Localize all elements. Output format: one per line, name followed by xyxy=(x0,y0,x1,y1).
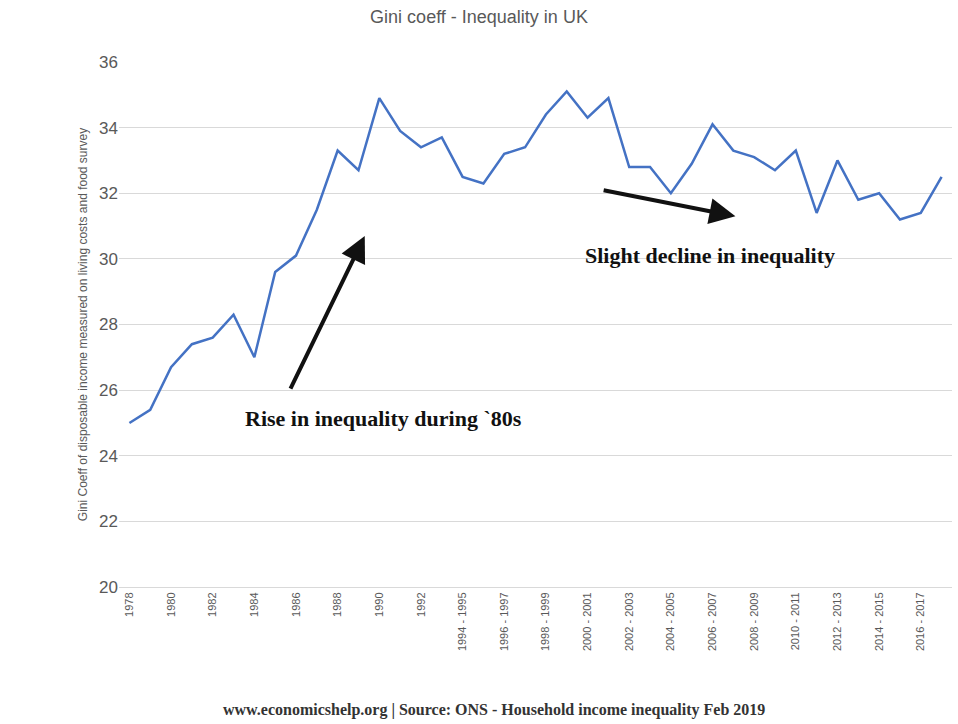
svg-text:1984: 1984 xyxy=(248,592,260,616)
svg-text:2016 - 2017: 2016 - 2017 xyxy=(914,592,926,651)
svg-text:2010 - 2011: 2010 - 2011 xyxy=(789,592,801,650)
svg-text:32: 32 xyxy=(99,184,118,203)
svg-text:2014 - 2015: 2014 - 2015 xyxy=(873,592,885,651)
svg-text:Rise in inequality during `80s: Rise in inequality during `80s xyxy=(245,406,522,431)
svg-text:28: 28 xyxy=(99,315,118,334)
svg-text:Slight decline in inequality: Slight decline in inequality xyxy=(585,243,835,268)
svg-text:Gini Coeff of disposable incom: Gini Coeff of disposable income measured… xyxy=(76,128,90,521)
svg-text:2004 - 2005: 2004 - 2005 xyxy=(664,592,676,651)
svg-text:2000 - 2001: 2000 - 2001 xyxy=(581,592,593,651)
svg-text:30: 30 xyxy=(99,250,118,269)
svg-text:Gini coeff - Inequality in UK: Gini coeff - Inequality in UK xyxy=(370,7,588,27)
svg-text:24: 24 xyxy=(99,447,118,466)
svg-text:2012 - 2013: 2012 - 2013 xyxy=(831,592,843,651)
svg-text:1986: 1986 xyxy=(290,592,302,616)
svg-text:1992: 1992 xyxy=(415,592,427,616)
svg-text:36: 36 xyxy=(99,53,118,72)
svg-text:1994 - 1995: 1994 - 1995 xyxy=(456,592,468,651)
svg-text:1990: 1990 xyxy=(373,592,385,616)
svg-text:2006 - 2007: 2006 - 2007 xyxy=(706,592,718,651)
svg-text:2002 - 2003: 2002 - 2003 xyxy=(623,592,635,651)
svg-text:2008 - 2009: 2008 - 2009 xyxy=(748,592,760,651)
svg-text:34: 34 xyxy=(99,119,118,138)
svg-text:1978: 1978 xyxy=(123,592,135,616)
svg-text:22: 22 xyxy=(99,512,118,531)
svg-text:1996 - 1997: 1996 - 1997 xyxy=(498,592,510,651)
svg-text:1982: 1982 xyxy=(206,592,218,616)
svg-text:1998 - 1999: 1998 - 1999 xyxy=(539,592,551,651)
svg-text:20: 20 xyxy=(99,578,118,597)
svg-text:26: 26 xyxy=(99,381,118,400)
svg-text:1980: 1980 xyxy=(165,592,177,616)
svg-text:1988: 1988 xyxy=(331,592,343,616)
svg-text:www.economicshelp.org | Source: www.economicshelp.org | Source: ONS - Ho… xyxy=(223,701,765,719)
